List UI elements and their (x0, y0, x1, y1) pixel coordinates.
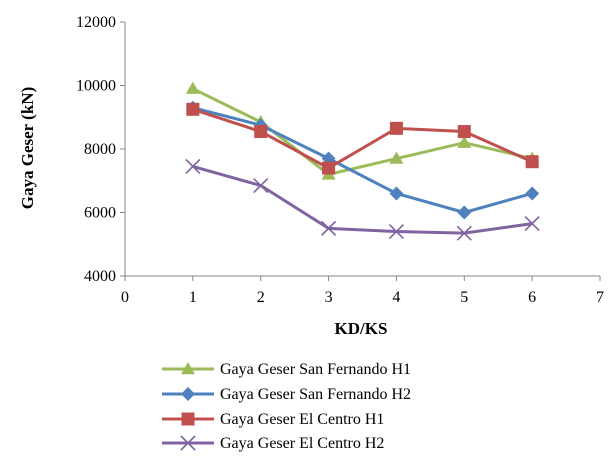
data-point (389, 121, 403, 135)
legend-marker (181, 362, 195, 375)
y-tick-label: 10000 (76, 78, 116, 95)
data-point (457, 125, 471, 139)
data-point (322, 161, 336, 175)
legend-item: Gaya Geser El Centro H2 (162, 435, 384, 452)
series-line (192, 87, 533, 176)
data-point (525, 155, 539, 169)
legend: Gaya Geser San Fernando H1 Gaya Geser San… (162, 361, 411, 452)
legend-label: Gaya Geser El Centro H1 (220, 411, 384, 428)
legend-label: Gaya Geser San Fernando H1 (220, 361, 411, 378)
data-point (185, 158, 201, 175)
data-point (524, 216, 540, 232)
x-tick-label: 1 (189, 289, 197, 306)
data-point (457, 205, 472, 220)
series-line (192, 107, 533, 170)
data-point (457, 135, 472, 148)
legend-item: Gaya Geser San Fernando H2 (162, 386, 411, 403)
x-axis-title: KD/KS (335, 319, 388, 338)
series-line (192, 106, 533, 214)
x-tick-label: 6 (528, 289, 536, 306)
data-point (186, 102, 200, 116)
marker-x-stroke (185, 158, 201, 175)
data-point (388, 223, 404, 240)
y-tick-label: 12000 (76, 14, 116, 31)
axes: 4000 6000 8000 10000 12000 0 1 2 3 4 5 6 7 (76, 14, 604, 306)
legend-marker (181, 412, 195, 426)
series-3 (186, 102, 539, 175)
y-axis-title: Gaya Geser (kN) (18, 87, 37, 209)
data-point (254, 125, 268, 139)
data-point (389, 151, 404, 164)
y-tick-label: 4000 (84, 268, 116, 285)
x-tick-label: 5 (460, 289, 468, 306)
legend-label: Gaya Geser El Centro H2 (220, 435, 384, 452)
data-point (253, 177, 269, 194)
series-1 (185, 81, 540, 180)
x-tick-label: 0 (121, 289, 129, 306)
series-layer (185, 81, 540, 241)
legend-marker (181, 387, 195, 401)
x-tick-label: 3 (325, 289, 333, 306)
legend-label: Gaya Geser San Fernando H2 (220, 386, 411, 403)
series-4 (185, 158, 540, 241)
marker-x-stroke (388, 223, 404, 240)
data-point (321, 220, 337, 236)
legend-item: Gaya Geser San Fernando H1 (162, 361, 411, 378)
data-point (185, 81, 200, 94)
x-tick-label: 2 (257, 289, 265, 306)
marker-x-stroke (321, 220, 337, 236)
marker-x-stroke (456, 225, 472, 241)
series-2 (185, 100, 540, 220)
marker-x-stroke (524, 216, 540, 232)
marker-x-stroke (253, 177, 269, 194)
data-point (456, 225, 472, 241)
data-point (525, 186, 540, 201)
series-line (192, 165, 533, 235)
y-tick-label: 6000 (84, 205, 116, 222)
x-tick-label: 4 (392, 289, 400, 306)
y-tick-label: 8000 (84, 141, 116, 158)
marker-x-stroke (180, 435, 196, 451)
data-point (389, 186, 404, 201)
x-tick-label: 7 (596, 289, 604, 306)
legend-marker (180, 435, 196, 451)
legend-item: Gaya Geser El Centro H1 (162, 411, 384, 428)
